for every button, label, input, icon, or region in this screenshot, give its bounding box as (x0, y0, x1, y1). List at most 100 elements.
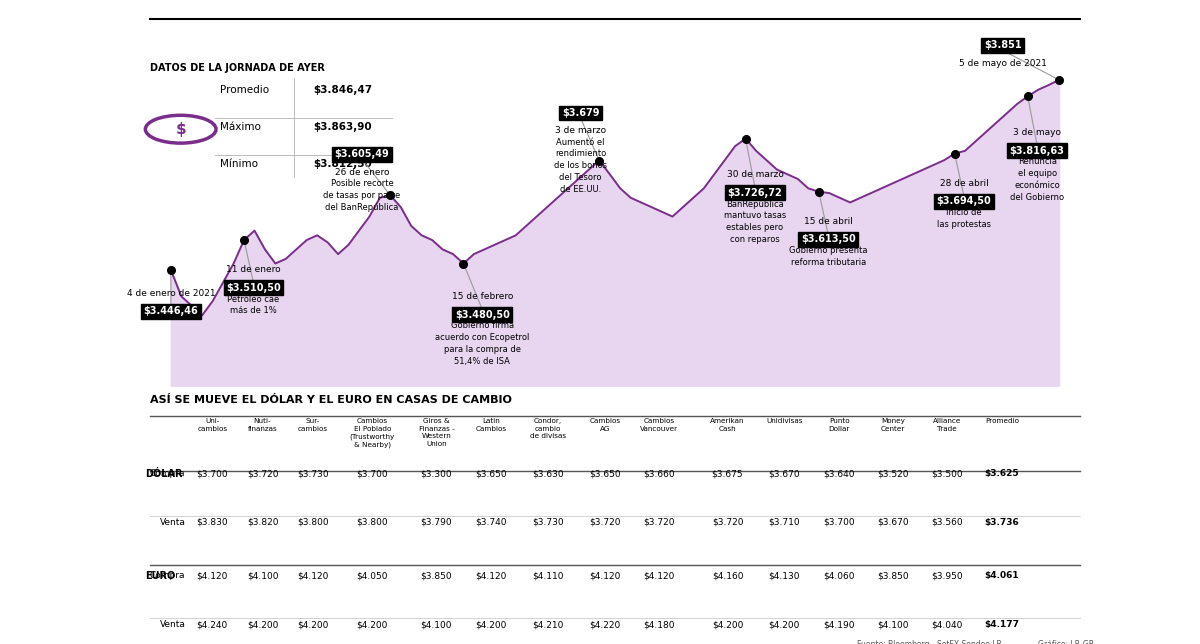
Text: Amerikan
Cash: Amerikan Cash (710, 418, 745, 431)
Text: $4.200: $4.200 (712, 620, 743, 629)
Text: Mínimo: Mínimo (220, 158, 258, 169)
Text: $4.120: $4.120 (475, 571, 506, 580)
Text: $4.100: $4.100 (247, 571, 278, 580)
Text: $3.820: $3.820 (247, 518, 278, 527)
Text: $3.670: $3.670 (768, 469, 800, 478)
Text: $3.670: $3.670 (877, 518, 908, 527)
Text: DÓLAR: DÓLAR (145, 469, 182, 479)
Text: $3.650: $3.650 (589, 469, 620, 478)
Text: 5 de mayo de 2021: 5 de mayo de 2021 (959, 59, 1046, 68)
Text: 3 de mayo: 3 de mayo (1013, 128, 1061, 137)
Text: $4.120: $4.120 (589, 571, 620, 580)
Text: $3.830: $3.830 (197, 518, 228, 527)
Text: Punto
Dollar: Punto Dollar (828, 418, 850, 431)
Text: 4 de enero de 2021: 4 de enero de 2021 (126, 289, 215, 298)
Text: $3.650: $3.650 (475, 469, 508, 478)
Text: Venta: Venta (160, 518, 185, 527)
Text: Inicio de
las protestas: Inicio de las protestas (937, 208, 991, 229)
Text: Compra: Compra (150, 571, 185, 580)
Text: $3.720: $3.720 (643, 518, 674, 527)
Text: $3.675: $3.675 (712, 469, 743, 478)
Text: Gráfico: LR-GR: Gráfico: LR-GR (1038, 640, 1094, 644)
Text: $4.210: $4.210 (533, 620, 564, 629)
Text: $3.800: $3.800 (356, 518, 388, 527)
Text: $3.730: $3.730 (296, 469, 329, 478)
Text: Cambios
AG: Cambios AG (589, 418, 620, 431)
Text: Promedio: Promedio (985, 418, 1019, 424)
Text: $3.790: $3.790 (421, 518, 452, 527)
Text: Uni-
cambios: Uni- cambios (197, 418, 227, 431)
Text: $3.560: $3.560 (931, 518, 962, 527)
Text: $4.177: $4.177 (984, 620, 1019, 629)
Text: 11 de enero: 11 de enero (226, 265, 281, 274)
Text: $4.200: $4.200 (768, 620, 800, 629)
Text: $3.730: $3.730 (533, 518, 564, 527)
Text: $3.500: $3.500 (931, 469, 962, 478)
Text: $4.120: $4.120 (643, 571, 674, 580)
Text: Unidivisas: Unidivisas (766, 418, 803, 424)
Text: Promedio: Promedio (220, 85, 269, 95)
Text: Alliance
Trade: Alliance Trade (932, 418, 961, 431)
Text: EURO: EURO (145, 571, 175, 581)
Text: $4.200: $4.200 (298, 620, 329, 629)
Text: 3 de marzo: 3 de marzo (554, 126, 606, 135)
Text: Fuente: Bloomberg - SetFX-Sondeo LR: Fuente: Bloomberg - SetFX-Sondeo LR (857, 640, 1002, 644)
Text: $4.200: $4.200 (475, 620, 506, 629)
Text: 26 de enero: 26 de enero (335, 167, 389, 176)
Text: $4.220: $4.220 (589, 620, 620, 629)
Text: 30 de marzo: 30 de marzo (726, 171, 784, 180)
Text: $3.520: $3.520 (877, 469, 908, 478)
Text: $3.720: $3.720 (589, 518, 620, 527)
Text: $3.300: $3.300 (421, 469, 452, 478)
Text: $3.812,50: $3.812,50 (313, 158, 372, 169)
Text: $4.120: $4.120 (298, 571, 329, 580)
Text: $4.130: $4.130 (768, 571, 800, 580)
Text: Gobierno presenta
reforma tributaria: Gobierno presenta reforma tributaria (788, 246, 868, 267)
Text: $3.630: $3.630 (533, 469, 564, 478)
Text: BanRepública
mantuvo tasas
estables pero
con reparos: BanRepública mantuvo tasas estables pero… (724, 200, 786, 244)
Text: $4.200: $4.200 (356, 620, 388, 629)
Text: $4.060: $4.060 (823, 571, 854, 580)
Text: Nuti-
finanzas: Nuti- finanzas (247, 418, 277, 431)
Text: $3.510,50: $3.510,50 (226, 283, 281, 293)
Text: $4.190: $4.190 (823, 620, 854, 629)
Text: $3.710: $3.710 (768, 518, 800, 527)
Text: $4.040: $4.040 (931, 620, 962, 629)
Text: $4.110: $4.110 (533, 571, 564, 580)
Text: $3.863,90: $3.863,90 (313, 122, 371, 132)
Text: $3.726,72: $3.726,72 (727, 188, 782, 198)
Text: $4.200: $4.200 (247, 620, 278, 629)
Text: $3.700: $3.700 (823, 518, 854, 527)
Text: 28 de abril: 28 de abril (940, 179, 989, 188)
Text: DATOS DE LA JORNADA DE AYER: DATOS DE LA JORNADA DE AYER (150, 63, 325, 73)
Text: $4.100: $4.100 (877, 620, 908, 629)
Text: $3.851: $3.851 (984, 41, 1021, 50)
Text: Sur-
cambios: Sur- cambios (298, 418, 328, 431)
Text: Cambios
Vancouver: Cambios Vancouver (640, 418, 678, 431)
Text: Aumentó el
rendimiento
de los bonos
del Tesoro
de EE.UU.: Aumentó el rendimiento de los bonos del … (554, 138, 607, 194)
Text: $3.660: $3.660 (643, 469, 674, 478)
Text: $3.800: $3.800 (296, 518, 329, 527)
Text: $3.850: $3.850 (877, 571, 908, 580)
Text: ASÍ SE MUEVE EL DÓLAR Y EL EURO EN CASAS DE CAMBIO: ASÍ SE MUEVE EL DÓLAR Y EL EURO EN CASAS… (150, 395, 512, 404)
Text: $3.950: $3.950 (931, 571, 962, 580)
Text: Latin
Cambios: Latin Cambios (475, 418, 506, 431)
Text: $3.736: $3.736 (984, 518, 1019, 527)
Text: Renuncia
el equipo
económico
del Gobierno: Renuncia el equipo económico del Gobiern… (1010, 157, 1064, 202)
Text: $3.446,46: $3.446,46 (144, 307, 198, 316)
Text: $3.740: $3.740 (475, 518, 508, 527)
Text: Petróleo cae
más de 1%: Petróleo cae más de 1% (227, 294, 280, 316)
Text: $3.816,63: $3.816,63 (1009, 146, 1064, 156)
Text: $3.700: $3.700 (356, 469, 388, 478)
Text: $3.480,50: $3.480,50 (455, 310, 510, 319)
Text: $3.625: $3.625 (984, 469, 1019, 478)
Text: 15 de febrero: 15 de febrero (451, 292, 512, 301)
Text: $3.720: $3.720 (247, 469, 278, 478)
Text: $4.061: $4.061 (984, 571, 1019, 580)
Text: $4.180: $4.180 (643, 620, 674, 629)
Text: $4.120: $4.120 (197, 571, 228, 580)
Text: $3.700: $3.700 (197, 469, 228, 478)
Text: 15 de abril: 15 de abril (804, 217, 853, 226)
Text: $4.050: $4.050 (356, 571, 388, 580)
Text: Giros &
Finanzas -
Western
Union: Giros & Finanzas - Western Union (419, 418, 455, 446)
